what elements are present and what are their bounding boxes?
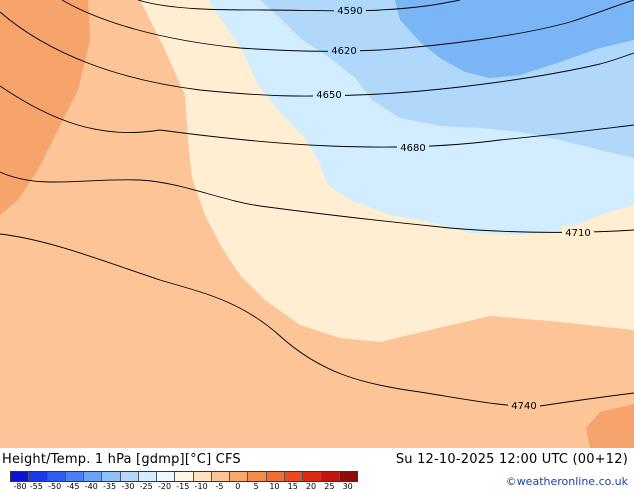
scale-label: 30 [342,482,353,491]
contour-4710 [0,171,634,233]
map-title: Height/Temp. 1 hPa [gdmp][°C] CFS [2,452,241,467]
contour-4590 [137,0,461,12]
scale-label: -15 [176,482,190,491]
scale-swatch [157,472,176,481]
contour-4740 [0,233,634,407]
scale-swatch [120,472,139,481]
scale-swatch [47,472,66,481]
scale-swatch [230,472,249,481]
contour-4620 [61,0,634,52]
scale-label: 5 [253,482,259,491]
contour-4650 [0,11,634,97]
credit-link[interactable]: ©weatheronline.co.uk [505,475,628,488]
warm-core-region [0,0,90,215]
scale-swatch [65,472,85,481]
scale-swatch [193,472,212,481]
contour-label-4620: 4620 [331,46,356,57]
scale-label: -50 [48,482,62,491]
map-valid-time: Su 12-10-2025 12:00 UTC (00+12) [395,452,628,467]
scale-label: -5 [215,482,224,491]
scale-swatch [29,472,48,481]
scale-swatch [303,472,322,481]
contour-label-4650: 4650 [316,90,341,101]
scale-swatch [321,472,340,481]
scale-label: -30 [121,482,135,491]
temperature-color-scale [10,471,358,482]
contour-label-4590: 4590 [337,6,362,17]
scale-swatch [175,472,194,481]
scale-label: 15 [287,482,298,491]
scale-swatch [266,472,285,481]
scale-label: -40 [84,482,98,491]
scale-swatch [11,472,30,481]
coldest-region [395,0,634,78]
contour-label-4740: 4740 [511,401,536,412]
weather-map: 4590 4620 4650 4680 4710 4740 [0,0,634,448]
map-footer: Height/Temp. 1 hPa [gdmp][°C] CFS Su 12-… [0,448,634,491]
scale-label: -55 [29,482,43,491]
scale-label: 25 [324,482,335,491]
scale-label: 20 [305,482,317,491]
scale-label: 10 [269,482,280,491]
scale-label: -10 [194,482,208,491]
scale-label: -45 [66,482,80,491]
scale-label: -35 [103,482,117,491]
scale-swatch [102,472,121,481]
scale-swatch [84,472,103,481]
contour-label-4710: 4710 [565,228,590,239]
scale-swatch [138,472,158,481]
scale-label: -20 [157,482,172,491]
contour-4680 [0,85,634,148]
contour-label-4680: 4680 [400,143,425,154]
scale-swatch [339,472,358,481]
scale-swatch [211,472,231,481]
scale-label: 0 [235,482,241,491]
warm-patch-bottom-right [586,404,634,448]
scale-swatch [248,472,267,481]
scale-swatch [284,472,304,481]
scale-label: -80 [13,482,27,491]
scale-label: -25 [139,482,153,491]
